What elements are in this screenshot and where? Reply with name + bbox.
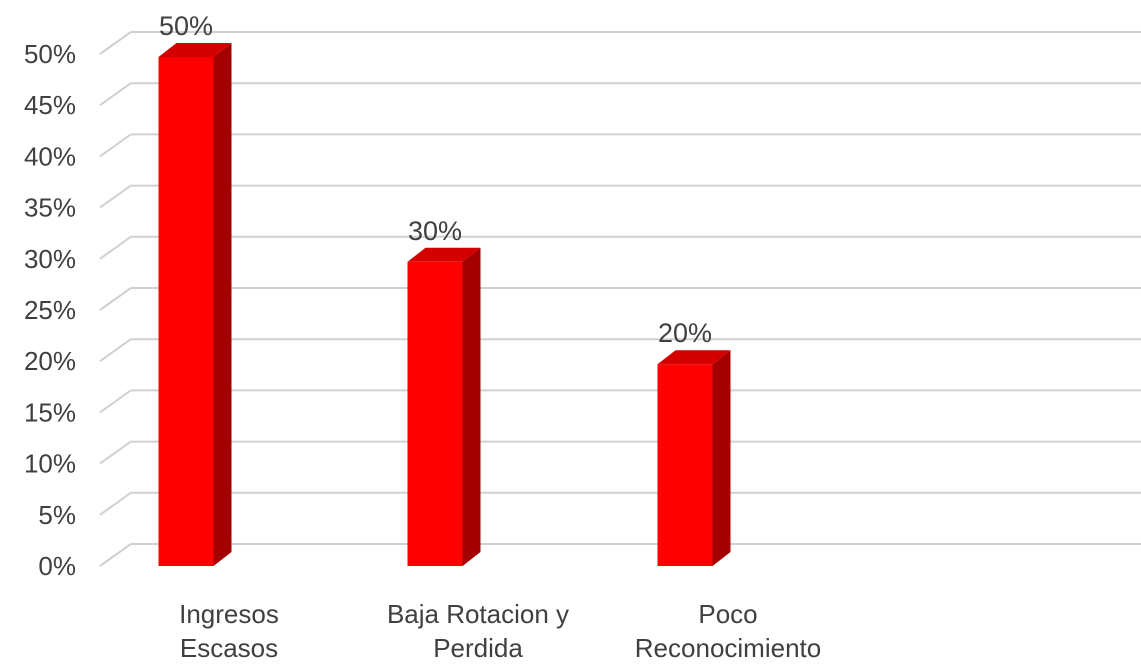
data-labels: 50% 30% 20% xyxy=(159,11,712,348)
y-tick-label: 5% xyxy=(38,500,76,530)
y-tick-label: 45% xyxy=(24,90,76,120)
x-category-label-line: Escasos xyxy=(180,633,278,663)
gridline-side xyxy=(99,184,132,209)
gridlines xyxy=(99,31,1141,567)
x-category-label: Poco Reconocimiento xyxy=(635,599,821,663)
y-tick-label: 20% xyxy=(24,346,76,376)
gridline-side xyxy=(99,235,132,260)
bar-side xyxy=(712,350,731,566)
data-label: 50% xyxy=(159,11,213,41)
y-tick-label: 50% xyxy=(24,39,76,69)
gridline-side xyxy=(99,338,132,363)
x-category-label-line: Ingresos xyxy=(179,599,279,629)
bar-side xyxy=(462,247,481,567)
data-label: 20% xyxy=(658,318,712,348)
x-category-label-line: Poco xyxy=(698,599,757,629)
y-tick-label: 25% xyxy=(24,295,76,325)
gridline-side xyxy=(99,133,132,158)
x-category-label-line: Reconocimiento xyxy=(635,633,821,663)
bar xyxy=(407,247,481,567)
y-tick-label: 15% xyxy=(24,397,76,427)
gridline-side xyxy=(99,491,132,516)
data-label: 30% xyxy=(408,216,462,246)
gridline-side xyxy=(99,389,132,414)
bar-top xyxy=(657,350,731,365)
bar-top xyxy=(158,43,232,57)
bar-front xyxy=(158,57,214,566)
bar-front xyxy=(657,364,713,566)
y-tick-label: 30% xyxy=(24,244,76,274)
gridline-side xyxy=(99,440,132,465)
y-axis-ticks: 0% 5% 10% 15% 20% 25% 30% 35% 40% 45% 50% xyxy=(24,39,76,581)
y-tick-label: 0% xyxy=(38,551,76,581)
bar xyxy=(657,350,731,566)
y-tick-label: 10% xyxy=(24,449,76,479)
x-axis-categories: Ingresos Escasos Baja Rotacion y Perdida Poc… xyxy=(179,599,821,663)
gridline-side xyxy=(99,543,132,567)
gridline-side xyxy=(99,31,132,55)
x-category-label: Baja Rotacion y Perdida xyxy=(387,599,569,663)
bar xyxy=(158,43,232,566)
gridline-side xyxy=(99,287,132,311)
bar-top xyxy=(407,247,481,262)
y-tick-label: 35% xyxy=(24,193,76,223)
bar-front xyxy=(407,261,463,566)
x-category-label-line: Perdida xyxy=(433,633,523,663)
y-tick-label: 40% xyxy=(24,141,76,171)
x-category-label: Ingresos Escasos xyxy=(179,599,279,663)
bars xyxy=(158,43,731,567)
x-category-label-line: Baja Rotacion y xyxy=(387,599,569,629)
bar-side xyxy=(213,43,232,566)
gridline-side xyxy=(99,82,132,107)
